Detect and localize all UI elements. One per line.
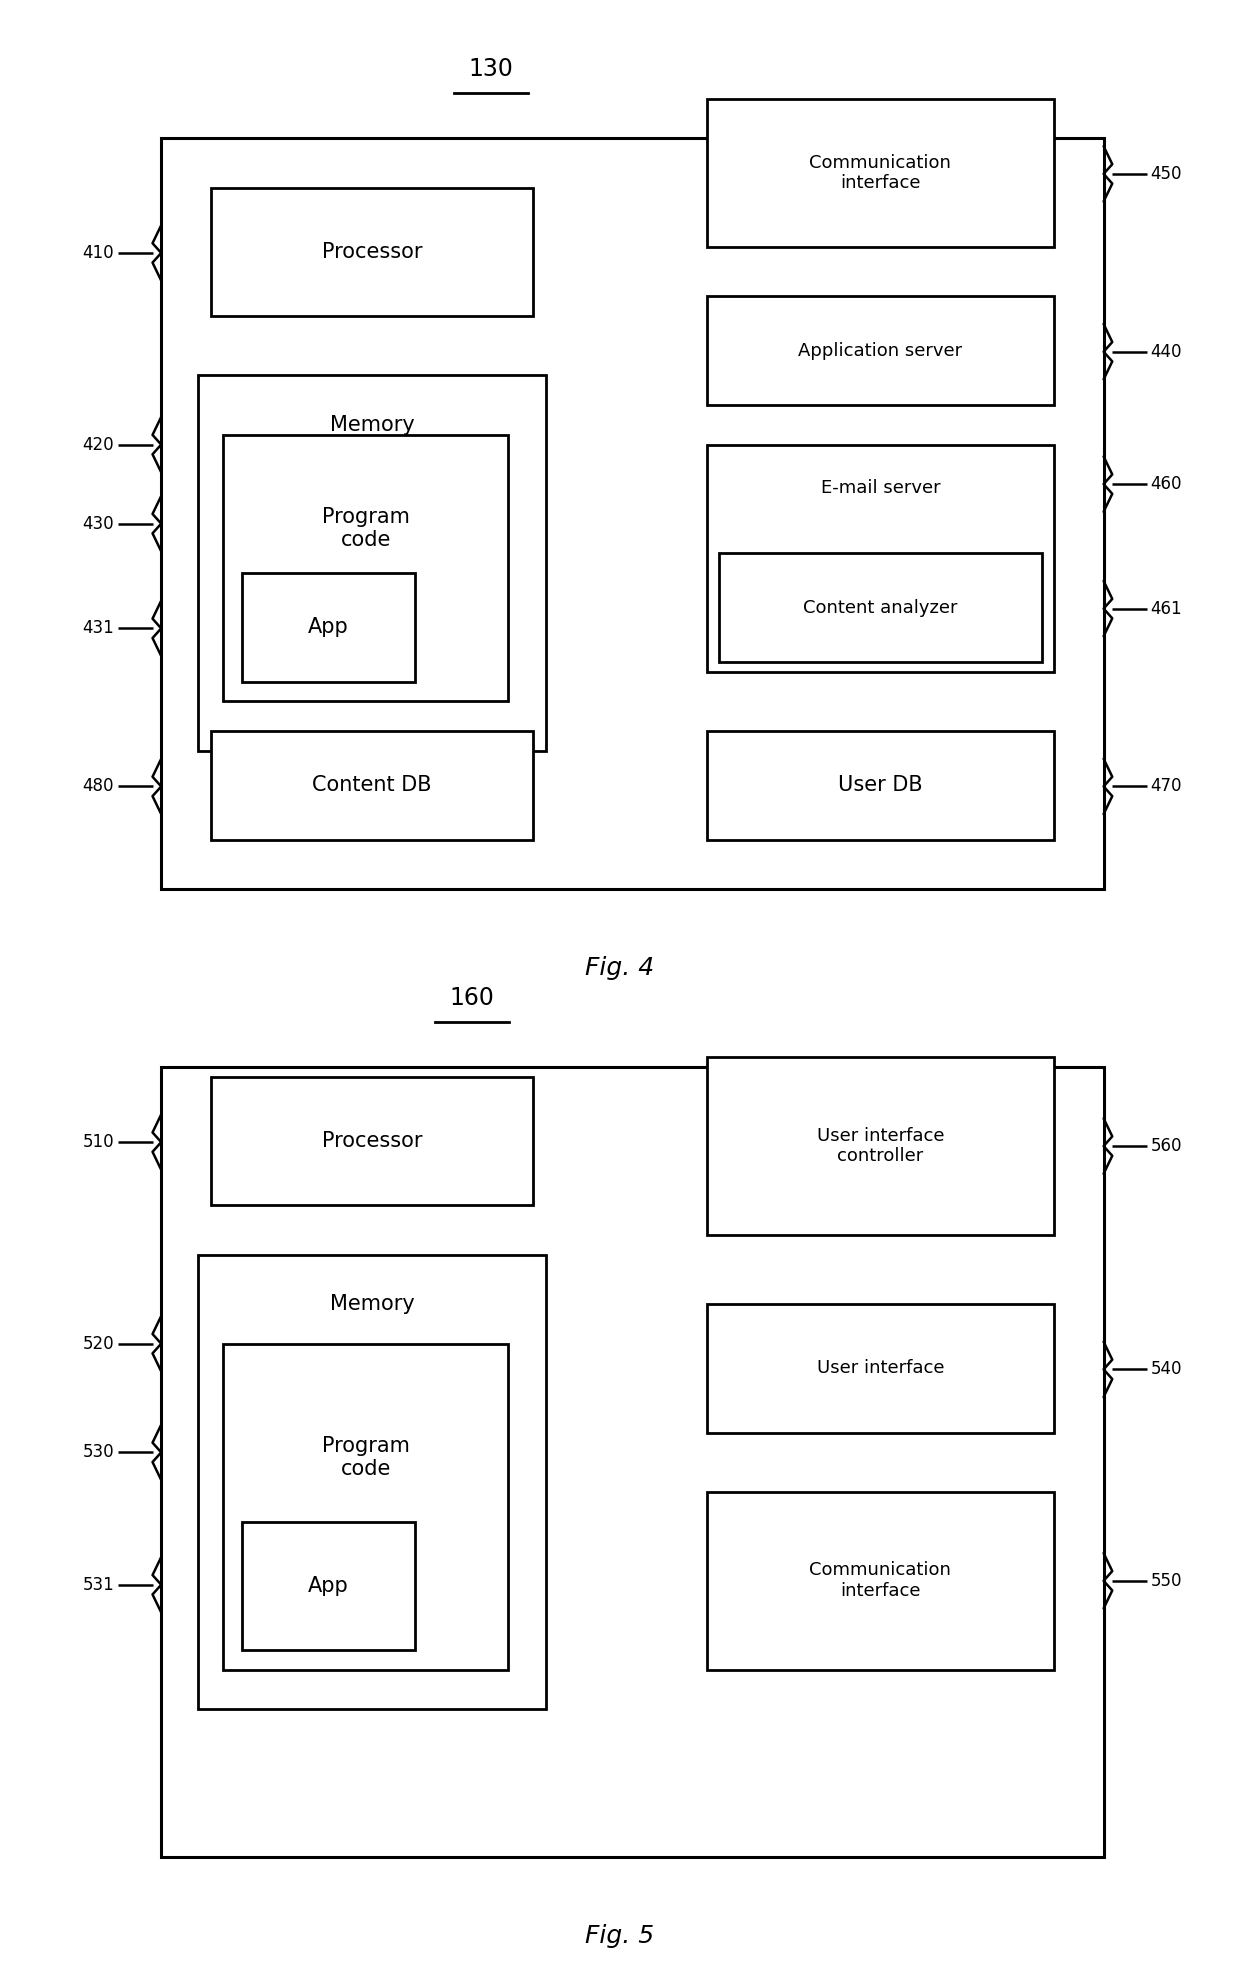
Text: 410: 410 bbox=[82, 243, 114, 263]
Text: User DB: User DB bbox=[838, 775, 923, 796]
Text: 550: 550 bbox=[1151, 1571, 1182, 1591]
FancyBboxPatch shape bbox=[707, 731, 1054, 840]
Text: 480: 480 bbox=[83, 777, 114, 796]
Text: 430: 430 bbox=[82, 514, 114, 534]
FancyBboxPatch shape bbox=[707, 296, 1054, 405]
FancyBboxPatch shape bbox=[707, 1492, 1054, 1670]
FancyBboxPatch shape bbox=[161, 1067, 1104, 1857]
FancyBboxPatch shape bbox=[161, 138, 1104, 889]
Text: 470: 470 bbox=[1151, 777, 1182, 796]
Text: Processor: Processor bbox=[321, 241, 423, 263]
Text: Fig. 4: Fig. 4 bbox=[585, 956, 655, 980]
Text: 520: 520 bbox=[82, 1334, 114, 1354]
Text: 431: 431 bbox=[82, 618, 114, 638]
Text: 460: 460 bbox=[1151, 474, 1182, 494]
FancyBboxPatch shape bbox=[719, 553, 1042, 662]
Text: Communication
interface: Communication interface bbox=[810, 154, 951, 192]
FancyBboxPatch shape bbox=[707, 1057, 1054, 1235]
FancyBboxPatch shape bbox=[707, 99, 1054, 247]
Text: Memory: Memory bbox=[330, 1294, 414, 1314]
Text: 530: 530 bbox=[82, 1442, 114, 1462]
FancyBboxPatch shape bbox=[242, 573, 415, 682]
Text: User interface: User interface bbox=[817, 1359, 944, 1377]
Text: E-mail server: E-mail server bbox=[821, 478, 940, 498]
Text: App: App bbox=[309, 1575, 348, 1597]
Text: 461: 461 bbox=[1151, 599, 1183, 618]
Text: 510: 510 bbox=[82, 1132, 114, 1152]
Text: User interface
controller: User interface controller bbox=[817, 1126, 944, 1166]
FancyBboxPatch shape bbox=[198, 375, 546, 751]
Text: App: App bbox=[309, 617, 348, 638]
FancyBboxPatch shape bbox=[707, 1304, 1054, 1433]
Text: 540: 540 bbox=[1151, 1359, 1182, 1379]
Text: 130: 130 bbox=[469, 57, 513, 81]
Text: Memory: Memory bbox=[330, 415, 414, 435]
FancyBboxPatch shape bbox=[198, 1255, 546, 1709]
Text: 160: 160 bbox=[450, 986, 495, 1010]
FancyBboxPatch shape bbox=[223, 1344, 508, 1670]
FancyBboxPatch shape bbox=[211, 188, 533, 316]
Text: 560: 560 bbox=[1151, 1136, 1182, 1156]
Text: Application server: Application server bbox=[799, 342, 962, 360]
Text: Program
code: Program code bbox=[322, 1437, 409, 1478]
Text: 440: 440 bbox=[1151, 342, 1182, 362]
Text: Content analyzer: Content analyzer bbox=[804, 599, 957, 617]
FancyBboxPatch shape bbox=[211, 1077, 533, 1205]
FancyBboxPatch shape bbox=[211, 731, 533, 840]
Text: 450: 450 bbox=[1151, 164, 1182, 184]
Text: Communication
interface: Communication interface bbox=[810, 1561, 951, 1601]
Text: 531: 531 bbox=[82, 1575, 114, 1595]
Text: Content DB: Content DB bbox=[312, 775, 432, 796]
Text: Processor: Processor bbox=[321, 1130, 423, 1152]
FancyBboxPatch shape bbox=[707, 445, 1054, 672]
Text: 420: 420 bbox=[82, 435, 114, 454]
FancyBboxPatch shape bbox=[223, 435, 508, 701]
FancyBboxPatch shape bbox=[242, 1522, 415, 1650]
Text: Fig. 5: Fig. 5 bbox=[585, 1925, 655, 1948]
Text: Program
code: Program code bbox=[322, 508, 409, 549]
